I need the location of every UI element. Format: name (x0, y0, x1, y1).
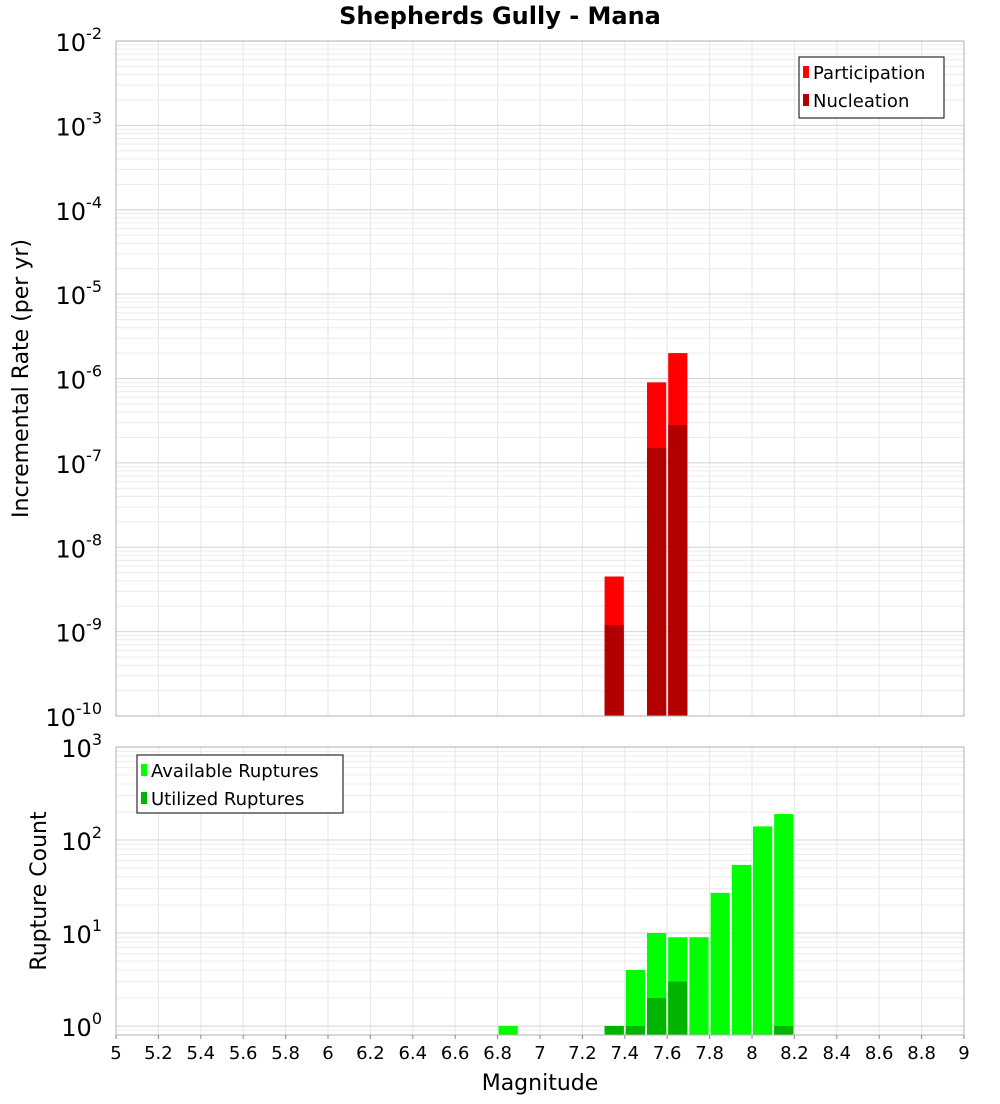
x-tick-label: 5 (110, 1043, 121, 1064)
bar-available-ruptures (498, 1025, 518, 1035)
bar-available-ruptures (625, 969, 645, 1035)
y-tick-label: 10-2 (56, 24, 103, 57)
x-axis-label: Magnitude (482, 1071, 599, 1096)
y-tick-label: 102 (61, 823, 102, 856)
y-tick-label: 10-4 (56, 193, 103, 226)
y-tick-label: 10-9 (56, 615, 103, 648)
y-tick-label: 10-10 (45, 699, 102, 732)
y-axis-label: Rupture Count (27, 811, 52, 971)
bar-utilized-ruptures (604, 1025, 624, 1035)
legend-swatch (141, 792, 147, 804)
legend-label: Nucleation (813, 91, 909, 112)
x-tick-label: 5.6 (229, 1043, 258, 1064)
y-tick-label: 10-7 (56, 446, 103, 479)
x-tick-label: 9 (958, 1043, 969, 1064)
x-tick-label: 8.2 (780, 1043, 809, 1064)
x-tick-label: 8.4 (822, 1043, 851, 1064)
x-tick-label: 7.6 (653, 1043, 682, 1064)
legend-label: Available Ruptures (151, 761, 319, 782)
x-tick-label: 6.4 (398, 1043, 427, 1064)
x-tick-label: 5.8 (271, 1043, 300, 1064)
bar-utilized-ruptures (625, 1025, 645, 1035)
legend-label: Participation (813, 63, 925, 84)
x-tick-label: 6 (322, 1043, 333, 1064)
chart-title: Shepherds Gully - Mana (339, 2, 661, 30)
bar-utilized-ruptures (647, 997, 667, 1035)
legend-swatch (803, 94, 809, 106)
legend-label: Utilized Ruptures (151, 789, 304, 810)
bottom-panel: 100 101 102 103 Rupture Count Available Ruptu… (27, 730, 970, 1064)
legend-swatch (803, 66, 809, 78)
y-tick-label: 100 (61, 1009, 102, 1042)
x-tick-label: 8.8 (907, 1043, 936, 1064)
bar-nucleation (668, 425, 688, 716)
y-tick-label: 10-3 (56, 108, 103, 141)
bar-available-ruptures (774, 814, 794, 1035)
bar-available-ruptures (710, 892, 730, 1035)
bar-nucleation (604, 624, 624, 716)
x-tick-label: 7.8 (695, 1043, 724, 1064)
x-tick-label: 6.6 (441, 1043, 470, 1064)
legend-box (136, 754, 344, 814)
y-tick-label: 10-8 (56, 530, 103, 563)
legend-box (798, 56, 945, 119)
x-tick-label: 6.8 (483, 1043, 512, 1064)
x-tick-label: 5.2 (144, 1043, 173, 1064)
y-tick-label: 10-5 (56, 277, 103, 310)
bar-available-ruptures (731, 864, 751, 1035)
bar-available-ruptures (753, 826, 773, 1035)
bar-available-ruptures (689, 937, 709, 1035)
x-tick-label: 8.6 (865, 1043, 894, 1064)
bar-utilized-ruptures (668, 981, 688, 1035)
bar-utilized-ruptures (774, 1025, 794, 1035)
y-tick-label: 101 (61, 916, 102, 949)
x-tick-label: 5.4 (186, 1043, 215, 1064)
x-tick-label: 7.2 (568, 1043, 597, 1064)
y-tick-label: 10-6 (56, 362, 103, 395)
y-tick-label: 103 (61, 730, 102, 763)
bar-nucleation (647, 448, 667, 716)
x-tick-label: 8 (746, 1043, 757, 1064)
x-tick-label: 7.4 (610, 1043, 639, 1064)
y-axis-label: Incremental Rate (per yr) (9, 239, 34, 518)
top-panel: 10-10 10-9 10-8 10-7 10-6 10-5 10-4 10-3 10-2 Inc… (9, 24, 965, 732)
x-tick-label: 7 (534, 1043, 545, 1064)
plot-frame (115, 40, 965, 717)
x-tick-label: 6.2 (356, 1043, 385, 1064)
legend-swatch (141, 764, 147, 776)
